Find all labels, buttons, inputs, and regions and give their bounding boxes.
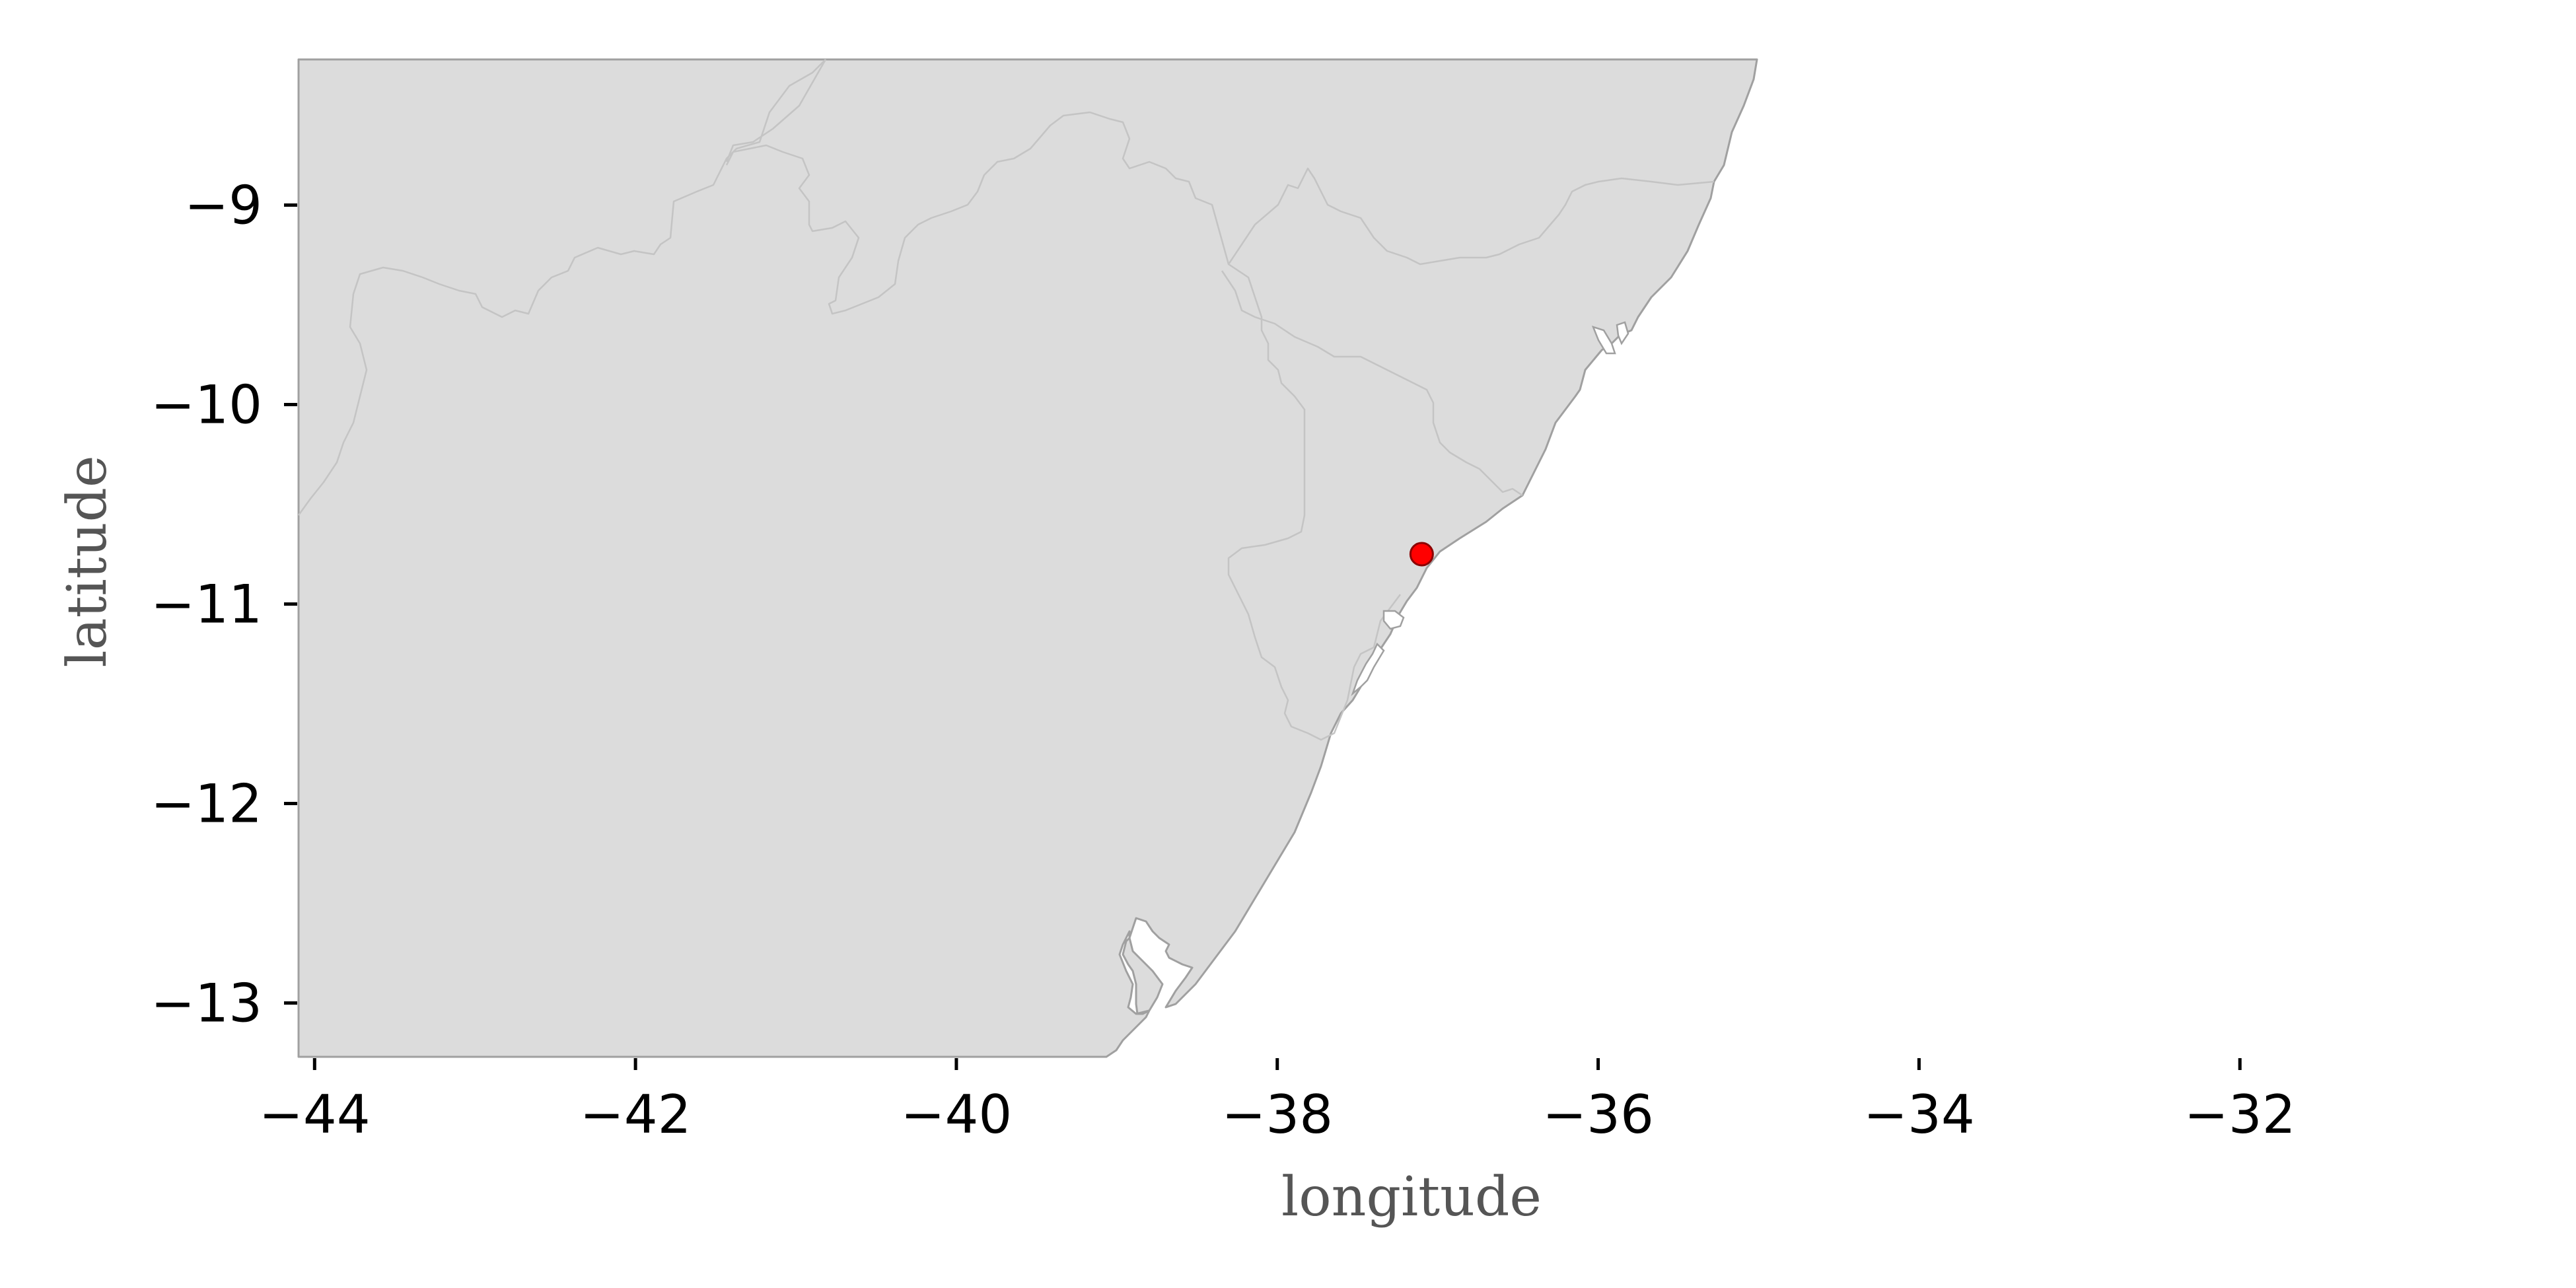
y-axis: −9 −10 −11 −12 −13 xyxy=(151,174,297,1034)
y-tick-label: −9 xyxy=(184,174,262,236)
x-tick-label: −36 xyxy=(1542,1084,1654,1145)
lagoon-shape xyxy=(1591,326,1616,355)
state-border-line xyxy=(1221,270,1523,497)
lagoon-shape xyxy=(1382,610,1405,630)
state-border-line xyxy=(1227,167,1715,266)
state-border-line xyxy=(725,59,827,162)
x-tick-label: −42 xyxy=(580,1084,692,1145)
x-tick-label: −32 xyxy=(2184,1084,2296,1145)
land-shape xyxy=(297,58,1758,1058)
x-axis-title: longitude xyxy=(1281,1166,1542,1229)
state-borders xyxy=(297,59,1715,741)
x-tick-label: −40 xyxy=(901,1084,1013,1145)
y-tick-label: −12 xyxy=(151,773,262,834)
lagoon-shape xyxy=(1351,642,1385,696)
state-border-line xyxy=(725,111,1256,315)
y-tick-label: −10 xyxy=(151,374,262,435)
coastal-lagoons xyxy=(1351,321,1629,696)
location-marker xyxy=(1409,542,1434,567)
lagoon-shape xyxy=(1616,321,1629,345)
x-tick-label: −38 xyxy=(1221,1084,1333,1145)
y-tick-label: −11 xyxy=(151,573,262,635)
x-tick-label: −44 xyxy=(259,1084,371,1145)
y-axis-title: latitude xyxy=(56,455,119,667)
state-border-line xyxy=(297,59,826,516)
y-tick-label: −13 xyxy=(151,972,262,1034)
map-area xyxy=(297,58,1758,1058)
x-tick-label: −34 xyxy=(1863,1084,1975,1145)
state-border-line xyxy=(1227,297,1401,741)
x-axis: −44 −42 −40 −38 −36 −34 −32 xyxy=(259,1058,2296,1145)
